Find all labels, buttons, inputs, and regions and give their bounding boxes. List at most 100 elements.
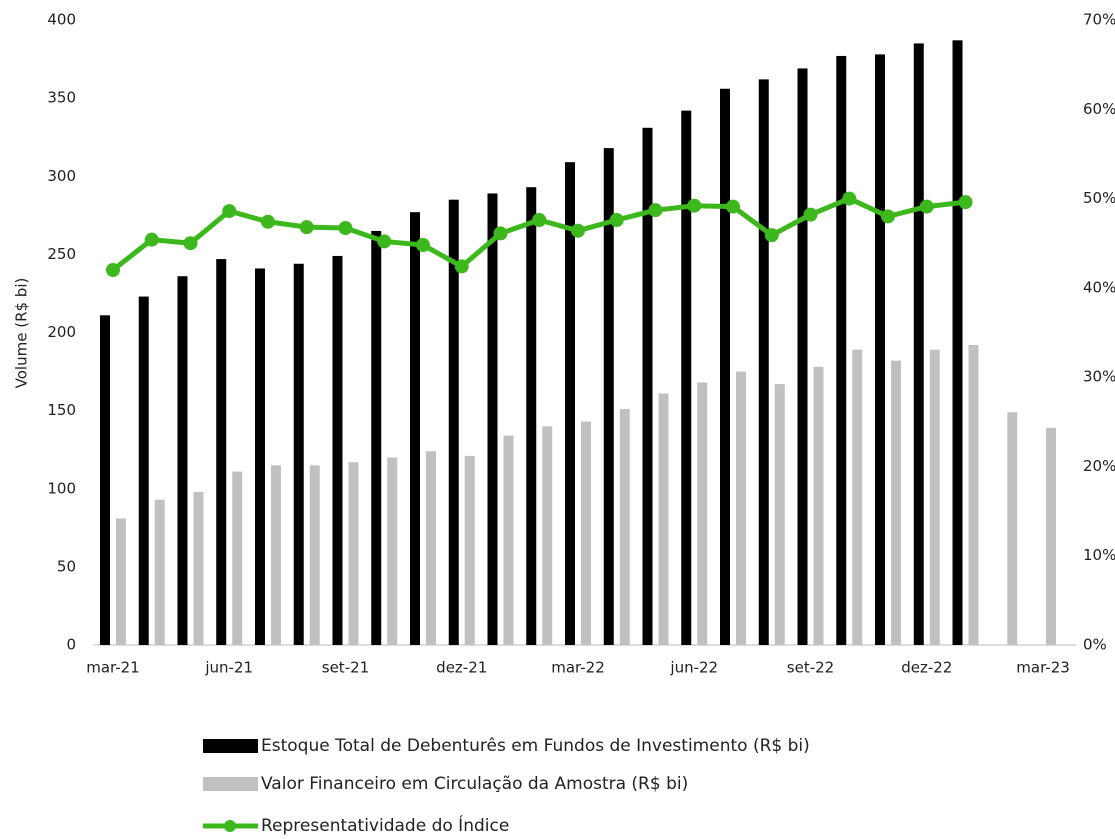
legend-swatch: [224, 820, 236, 832]
line-point: [881, 209, 896, 224]
bar: [348, 462, 359, 645]
line-point: [222, 204, 237, 219]
line-point: [338, 221, 353, 236]
legend-swatch: [203, 777, 258, 791]
line-point: [493, 226, 508, 241]
y-axis-title: Volume (R$ bi): [13, 278, 31, 389]
line-point: [687, 198, 702, 213]
line-point: [609, 213, 624, 227]
bar: [309, 465, 320, 645]
x-tick-label: mar-23: [1016, 659, 1070, 677]
line-point: [958, 195, 973, 210]
y2-tick-label: 0%: [1083, 636, 1107, 654]
line-point: [377, 234, 392, 249]
legend-label: Valor Financeiro em Circulação da Amostr…: [261, 774, 688, 794]
bar: [409, 212, 420, 645]
bar: [836, 55, 847, 645]
bar: [913, 43, 924, 645]
bar: [774, 384, 785, 645]
y-tick-label: 400: [47, 11, 76, 29]
x-tick-label: mar-22: [551, 659, 605, 677]
y2-tick-label: 20%: [1083, 457, 1115, 475]
y-tick-label: 50: [57, 557, 76, 575]
bar: [875, 54, 886, 645]
x-tick-label: dez-22: [901, 659, 952, 677]
x-tick-label: set-22: [787, 659, 834, 677]
line-point: [105, 263, 120, 277]
line-point: [648, 203, 663, 218]
bar: [813, 366, 824, 645]
y2-tick-label: 10%: [1083, 546, 1115, 564]
y2-tick-label: 40%: [1083, 278, 1115, 296]
bar: [758, 79, 769, 645]
bar: [154, 499, 165, 645]
bar: [697, 382, 708, 645]
line-point: [842, 191, 857, 206]
y-tick-label: 100: [47, 479, 76, 497]
x-tick-label: set-21: [322, 659, 369, 677]
bar: [216, 259, 227, 645]
bar: [681, 110, 692, 645]
bar: [371, 230, 382, 645]
x-tick-label: dez-21: [436, 659, 487, 677]
y2-tick-label: 60%: [1083, 100, 1115, 118]
bar: [968, 345, 979, 645]
bar: [658, 393, 669, 645]
bar: [464, 455, 475, 645]
bar: [581, 421, 591, 645]
bar: [736, 371, 747, 645]
x-tick-label: jun-21: [204, 659, 253, 677]
bar: [891, 360, 902, 645]
bar: [1007, 412, 1018, 645]
bar: [387, 457, 398, 645]
y-tick-label: 0: [66, 636, 76, 654]
line-point: [299, 220, 314, 235]
line-point: [260, 214, 275, 229]
bar: [448, 199, 459, 645]
bar: [542, 426, 553, 645]
y-tick-label: 300: [47, 167, 76, 185]
line-point: [183, 236, 198, 251]
bar: [797, 68, 808, 645]
bar: [177, 276, 188, 645]
bar: [503, 435, 514, 645]
bar: [952, 40, 963, 645]
bar: [720, 88, 731, 645]
bar: [642, 127, 653, 645]
bar: [487, 193, 498, 645]
bar: [929, 349, 940, 645]
bar: [425, 451, 436, 645]
bar: [852, 349, 863, 645]
bar: [99, 315, 110, 645]
bar: [603, 148, 614, 645]
bar: [619, 409, 630, 645]
y2-tick-label: 30%: [1083, 368, 1115, 386]
bar: [254, 268, 265, 645]
bar: [1046, 427, 1057, 645]
legend-swatch: [203, 739, 258, 753]
bar: [138, 296, 149, 645]
x-tick-label: jun-22: [669, 659, 718, 677]
line-point: [144, 232, 159, 247]
line-point: [726, 199, 741, 214]
bar: [270, 465, 281, 645]
y2-tick-label: 50%: [1083, 189, 1115, 207]
legend-label: Representatividade do Índice: [261, 814, 509, 835]
bar: [565, 162, 575, 645]
bar: [332, 255, 343, 645]
bar: [526, 187, 537, 645]
legend-label: Estoque Total de Debenturês em Fundos de…: [261, 736, 810, 756]
line-point: [803, 207, 818, 222]
bar: [232, 471, 243, 645]
y-tick-label: 250: [47, 245, 76, 263]
y-tick-label: 200: [47, 323, 76, 341]
line-point: [764, 228, 779, 243]
y2-tick-label: 70%: [1083, 11, 1115, 29]
bar: [193, 491, 204, 645]
bar: [293, 263, 304, 645]
line-point: [532, 213, 547, 227]
line-point: [415, 238, 430, 252]
y-tick-label: 150: [47, 401, 76, 419]
